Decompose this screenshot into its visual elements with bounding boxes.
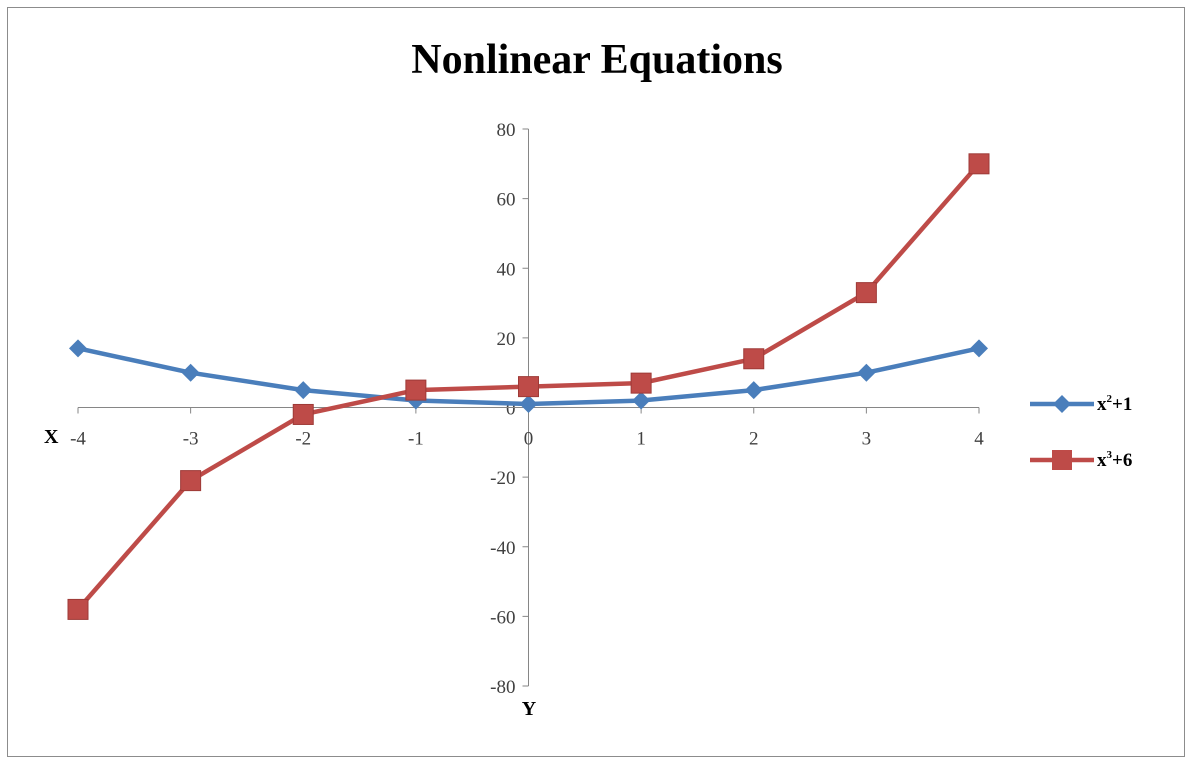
data-point-diamond [294,381,313,400]
data-point-square [292,403,314,425]
x-tick-label: -1 [408,429,424,450]
x-tick-label: 1 [636,429,646,450]
y-tick-label: -80 [490,677,515,698]
data-point-square [518,376,539,398]
y-axis-label: Y [522,698,537,720]
data-point-square [743,348,765,370]
x-tick-label: 4 [974,429,984,450]
x-tick-label: 2 [749,429,759,450]
data-point-diamond [69,339,87,358]
data-point-square [67,598,89,620]
chart-title: Nonlinear Equations [411,37,783,83]
x-tick-label: 3 [862,429,872,450]
series-2 [67,153,990,620]
data-point-diamond [519,395,538,414]
legend-label: x3+6 [1097,449,1132,471]
y-tick-label: 60 [497,190,516,211]
x-tick-label: -4 [70,429,86,450]
y-tick-label: -40 [490,538,515,559]
y-tick-label: -20 [490,468,515,489]
legend-label: x2+1 [1097,393,1132,415]
chart-frame [7,7,1185,757]
series-layer [67,153,990,620]
x-axis-label: X [44,426,59,448]
x-tick-label: -3 [183,429,199,450]
data-point-diamond [181,363,200,382]
legend: x2+1 x3+6 [1030,393,1132,471]
data-point-square [968,153,990,175]
data-point-square [855,282,877,304]
y-tick-label: 20 [497,329,516,350]
legend-item-2: x3+6 [1030,449,1132,471]
data-point-diamond [744,381,763,400]
axes: 80 60 40 20 0 -20 -40 -60 -80 -4 -3 -2 -1 0 1 2 3 4 [70,120,984,698]
data-point-square [630,372,652,394]
data-point-diamond [970,339,988,358]
series-1 [69,339,988,414]
data-point-diamond [632,391,651,410]
y-tick-label: 0 [506,399,516,420]
y-tick-label: -60 [490,607,515,628]
data-point-diamond [857,363,876,382]
x-tick-label: 0 [524,429,534,450]
y-tick-label: 40 [497,259,516,280]
data-point-square [405,379,427,401]
y-tick-label: 80 [497,120,516,141]
legend-marker-square [1052,450,1072,470]
legend-item-1: x2+1 [1030,393,1132,415]
data-point-square [180,470,202,492]
x-tick-label: -2 [295,429,311,450]
legend-marker-diamond [1053,395,1071,413]
